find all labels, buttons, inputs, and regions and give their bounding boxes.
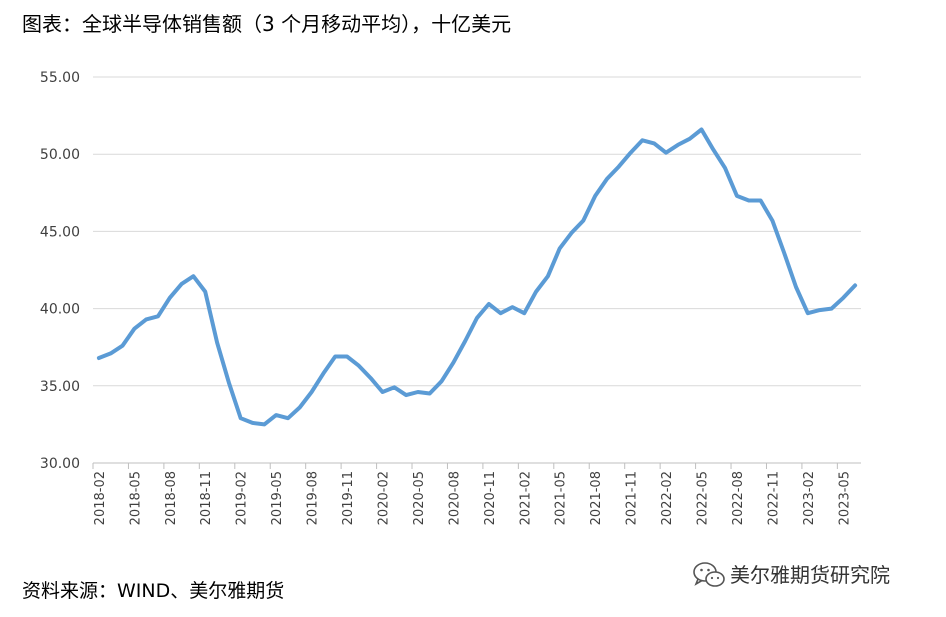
x-tick-label: 2023-05 — [837, 471, 852, 525]
x-tick-label: 2021-11 — [625, 471, 640, 525]
y-axis-labels: 30.00 35.00 40.00 45.00 50.00 55.00 — [40, 70, 80, 472]
x-axis-labels: 2018-02 2018-05 2018-08 2018-11 2019-02 2019-… — [93, 471, 852, 525]
x-tick-label: 2022-05 — [695, 471, 710, 525]
x-tick-label: 2022-08 — [731, 471, 746, 525]
watermark: 美尔雅期货研究院 — [692, 560, 890, 590]
x-tick-label: 2020-02 — [376, 471, 391, 525]
y-tick-label: 40.00 — [40, 302, 80, 318]
x-tick-label: 2022-11 — [766, 471, 781, 525]
chart-title: 图表：全球半导体销售额（3 个月移动平均），十亿美元 — [22, 12, 512, 36]
series-line — [96, 127, 858, 427]
x-axis — [92, 462, 861, 469]
x-tick-label: 2019-05 — [270, 471, 285, 525]
y-tick-label: 35.00 — [40, 379, 80, 395]
gridlines — [93, 76, 861, 387]
watermark-text: 美尔雅期货研究院 — [730, 563, 890, 587]
x-tick-label: 2023-02 — [802, 471, 817, 525]
x-tick-label: 2018-08 — [164, 471, 179, 525]
wechat-icon — [693, 562, 725, 587]
y-tick-label: 50.00 — [40, 147, 80, 163]
x-tick-label: 2019-11 — [341, 471, 356, 525]
x-tick-label: 2022-02 — [660, 471, 675, 525]
x-tick-label: 2021-05 — [554, 471, 569, 525]
source-note: 资料来源：WIND、美尔雅期货 — [22, 580, 285, 602]
x-tick-label: 2019-08 — [306, 471, 321, 525]
x-tick-label: 2018-11 — [199, 471, 214, 525]
y-tick-label: 45.00 — [40, 224, 80, 240]
x-tick-label: 2019-02 — [235, 471, 250, 525]
x-tick-label: 2021-02 — [518, 471, 533, 525]
x-tick-label: 2021-08 — [589, 471, 604, 525]
series-layer — [96, 127, 858, 427]
x-tick-label: 2020-05 — [412, 471, 427, 525]
y-tick-label: 30.00 — [40, 456, 80, 472]
x-tick-label: 2020-11 — [483, 471, 498, 525]
x-tick-label: 2018-02 — [93, 471, 108, 525]
y-tick-label: 55.00 — [40, 70, 80, 86]
x-tick-label: 2018-05 — [128, 471, 143, 525]
x-tick-label: 2020-08 — [447, 471, 462, 525]
